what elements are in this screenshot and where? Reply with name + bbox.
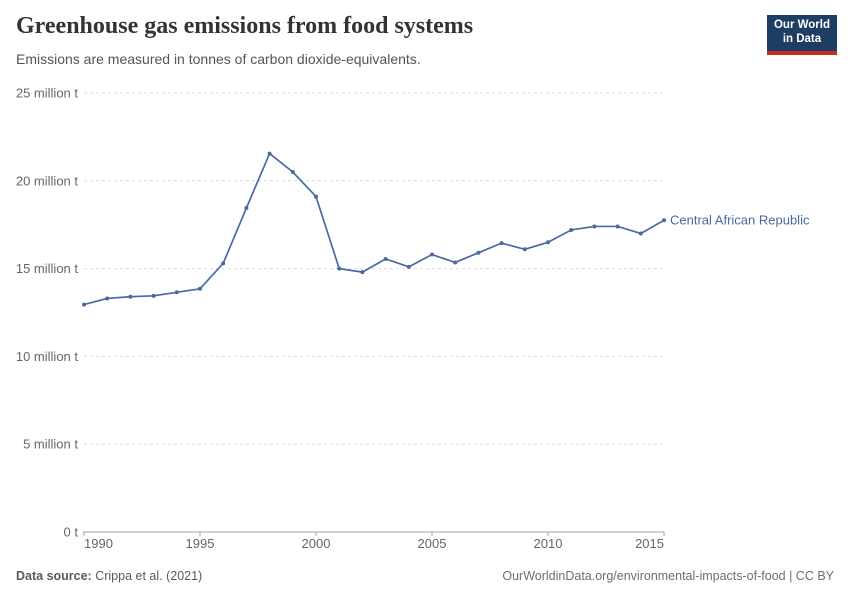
x-axis-label: 1990 xyxy=(84,536,113,551)
data-point xyxy=(615,224,620,229)
y-axis-label: 0 t xyxy=(64,525,79,540)
data-point xyxy=(82,302,86,307)
owid-logo-line2: in Data xyxy=(782,32,822,45)
y-axis-label: 15 million t xyxy=(16,261,79,276)
data-point xyxy=(522,247,527,252)
y-axis-label: 5 million t xyxy=(23,437,78,452)
entity-label: Central African Republic xyxy=(670,212,810,227)
data-point xyxy=(360,270,365,275)
data-point xyxy=(406,264,411,269)
x-axis-label: 2015 xyxy=(635,536,664,551)
chart-footer: Data source: Crippa et al. (2021) OurWor… xyxy=(16,569,834,583)
chart-title: Greenhouse gas emissions from food syste… xyxy=(16,13,474,39)
data-point xyxy=(453,260,458,265)
data-point xyxy=(221,261,226,266)
data-point xyxy=(662,218,666,223)
chart-subtitle: Emissions are measured in tonnes of carb… xyxy=(16,51,421,67)
data-point xyxy=(128,294,133,299)
data-point xyxy=(314,194,318,199)
data-point xyxy=(105,296,110,301)
data-point xyxy=(151,293,156,298)
data-point xyxy=(337,266,342,271)
data-point xyxy=(430,252,434,257)
data-point xyxy=(499,241,504,246)
data-source-value: Crippa et al. (2021) xyxy=(95,569,203,583)
y-axis-label: 25 million t xyxy=(16,86,79,101)
y-axis-label: 20 million t xyxy=(16,173,79,188)
data-point xyxy=(383,256,388,261)
x-axis-label: 2000 xyxy=(302,536,331,551)
data-point xyxy=(546,240,550,245)
data-point xyxy=(174,290,179,295)
y-axis-label: 10 million t xyxy=(16,349,79,364)
series-line xyxy=(83,152,665,306)
data-point xyxy=(267,151,272,156)
data-point xyxy=(592,224,597,229)
x-axis-label: 2010 xyxy=(534,536,563,551)
data-point xyxy=(290,170,295,175)
owid-logo-line1: Our World xyxy=(773,19,830,31)
data-point xyxy=(198,286,202,291)
owid-credit-link[interactable]: OurWorldinData.org/environmental-impacts… xyxy=(502,569,834,583)
data-point xyxy=(638,231,643,236)
x-axis-label: 1995 xyxy=(186,536,215,551)
data-point xyxy=(476,250,481,255)
x-axis-label: 2005 xyxy=(418,536,447,551)
data-point xyxy=(569,227,574,232)
data-source-label: Data source: xyxy=(16,569,92,583)
data-source: Data source: Crippa et al. (2021) xyxy=(16,569,202,583)
owid-logo: Our World in Data xyxy=(766,15,837,55)
data-point xyxy=(244,206,249,211)
